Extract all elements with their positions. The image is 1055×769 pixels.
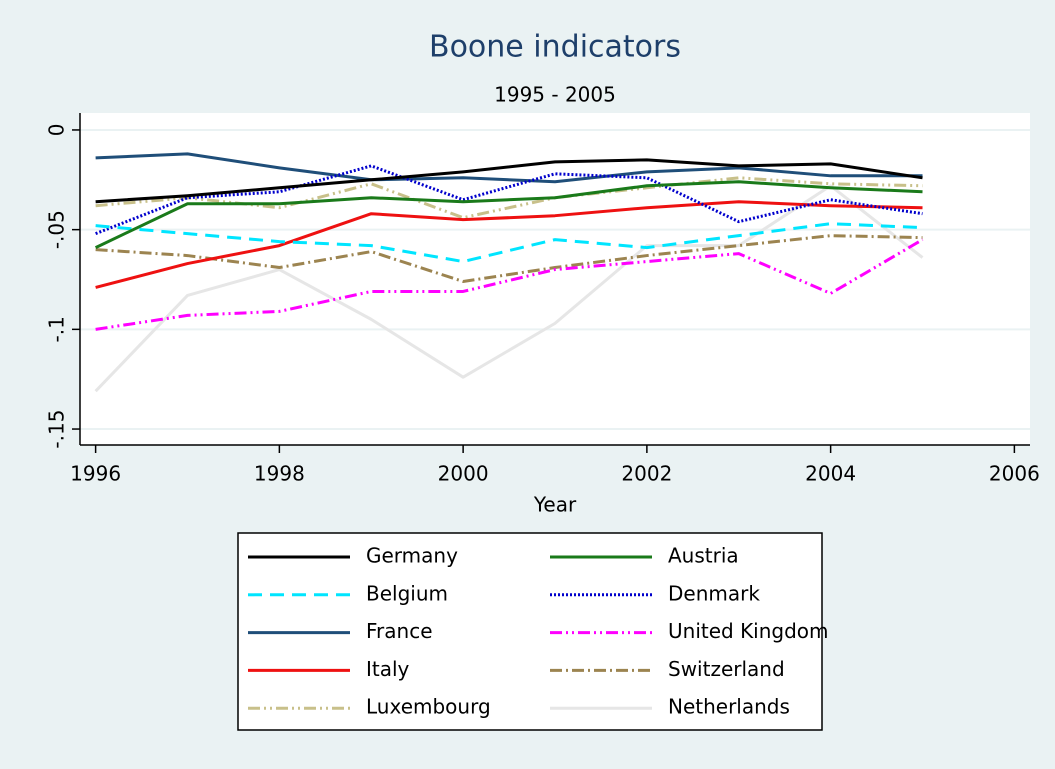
chart-subtitle: 1995 - 2005: [494, 83, 616, 107]
x-tick-label: 1998: [254, 462, 305, 486]
x-axis-label: Year: [533, 493, 577, 517]
legend-label: Netherlands: [668, 695, 790, 719]
series-line: [95, 164, 923, 236]
series-line: [95, 222, 923, 264]
y-tick-label: 0: [45, 124, 69, 137]
series-line: [95, 158, 923, 204]
series-line: [95, 176, 923, 220]
x-tick-label: 2002: [621, 462, 672, 486]
legend-label: Germany: [366, 544, 458, 568]
y-tick-label: -.1: [45, 316, 69, 342]
series-line: [94, 184, 924, 393]
series-line: [94, 180, 923, 249]
legend-label: Denmark: [668, 581, 760, 605]
plot-area: [80, 113, 1030, 445]
chart-title: Boone indicators: [429, 30, 681, 65]
legend-label: United Kingdom: [668, 619, 829, 643]
x-tick-label: 1996: [70, 462, 121, 486]
legend-label: Austria: [668, 544, 739, 568]
legend-label: Switzerland: [668, 657, 785, 681]
y-tick-label: -.15: [45, 410, 69, 449]
series-line: [95, 200, 923, 289]
x-tick-label: 2004: [805, 462, 856, 486]
series-line: [95, 234, 923, 283]
series-line: [95, 152, 923, 184]
legend-label: Belgium: [366, 581, 448, 605]
y-tick-label: -.05: [45, 210, 69, 249]
x-tick-label: 2006: [989, 462, 1040, 486]
x-tick-label: 2000: [438, 462, 489, 486]
legend-label: Italy: [366, 657, 410, 681]
legend-label: Luxembourg: [366, 695, 491, 719]
legend-label: France: [366, 619, 433, 643]
